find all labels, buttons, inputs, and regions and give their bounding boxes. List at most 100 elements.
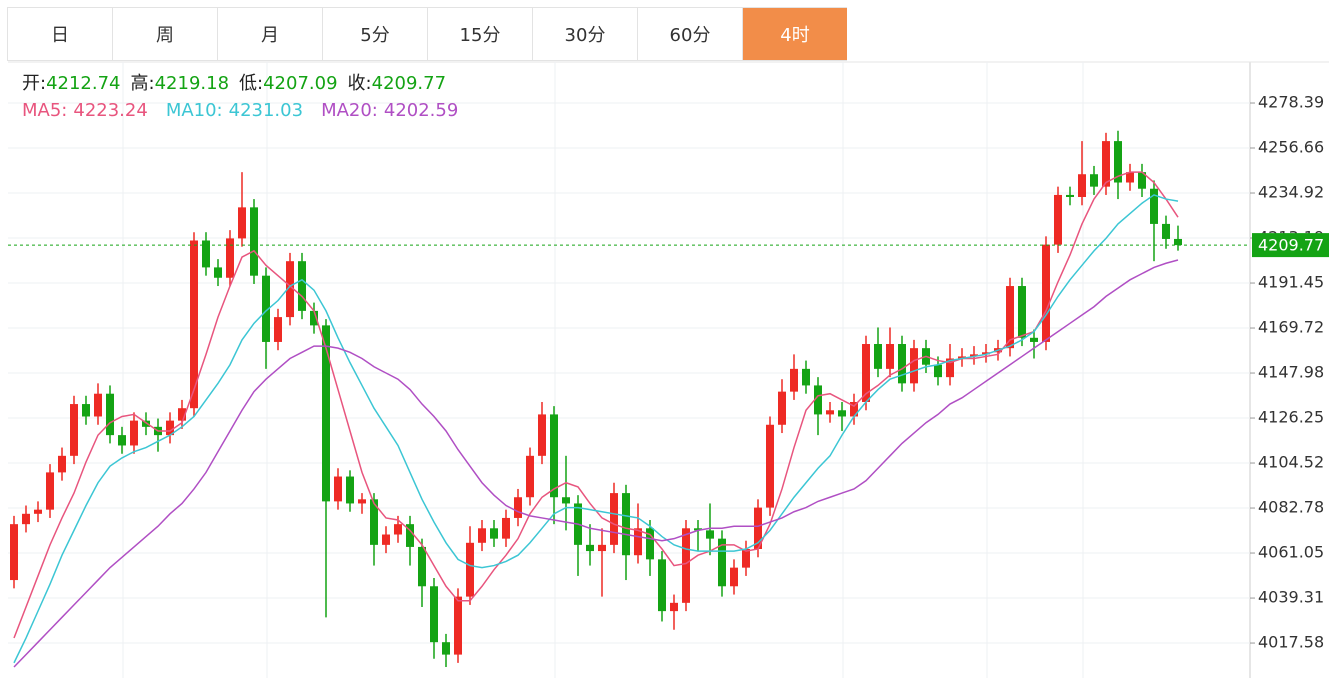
candle-body (1150, 188, 1158, 224)
y-tick-label: 4256.66 (1258, 138, 1324, 157)
candle-body (22, 513, 30, 525)
period-tab[interactable]: 日 (7, 8, 112, 60)
candle-body (406, 524, 414, 547)
candle-body (910, 348, 918, 384)
candle-body (838, 410, 846, 417)
candle-body (190, 240, 198, 409)
period-tab[interactable]: 15分 (427, 8, 532, 60)
candle-body (334, 476, 342, 502)
candle-body (934, 364, 942, 378)
candle-body (250, 207, 258, 276)
candle-body (298, 261, 306, 311)
legend-value: 4231.03 (229, 100, 303, 121)
y-tick-label: 4017.58 (1258, 633, 1324, 652)
info-label: 高: (131, 73, 155, 94)
candle-body (178, 408, 186, 421)
candle-body (850, 401, 858, 417)
y-tick-label: 4104.52 (1258, 453, 1324, 472)
period-tab[interactable]: 5分 (322, 8, 427, 60)
candle-body (646, 528, 654, 560)
period-tabs: 日周月 5分 15分 30分 60分 4时 (7, 7, 847, 61)
candle-body (694, 528, 702, 531)
ma-line (13, 194, 1179, 664)
info-label: 收: (348, 73, 372, 94)
y-tick-label: 4169.72 (1258, 318, 1324, 337)
candle-body (70, 404, 78, 456)
legend-value: 4223.24 (73, 100, 147, 121)
y-tick-label: 4039.31 (1258, 588, 1324, 607)
candle-body (670, 602, 678, 612)
candle-body (538, 414, 546, 456)
candle-body (442, 642, 450, 655)
info-value: 4207.09 (263, 73, 337, 94)
legend-name: MA10: (166, 100, 223, 121)
candle-body (1054, 194, 1062, 245)
period-tab[interactable]: 周 (112, 8, 217, 60)
candle-body (94, 393, 102, 417)
candle-body (502, 517, 510, 539)
candle-body (454, 596, 462, 655)
period-tab[interactable]: 60分 (637, 8, 742, 60)
y-tick-label: 4147.98 (1258, 363, 1324, 382)
candle-body (310, 310, 318, 326)
candle-body (550, 414, 558, 498)
candle-body (1078, 174, 1086, 198)
candle-body (778, 391, 786, 425)
candle-body (958, 356, 966, 359)
candle-body (1042, 244, 1050, 342)
candle-body (1090, 174, 1098, 187)
ohlc-info: 开:4212.74 高:4219.18 低:4207.09 收:4209.77 (22, 73, 446, 94)
candle-body (658, 559, 666, 612)
candle-body (478, 528, 486, 543)
candle-body (898, 344, 906, 384)
candle-body (214, 267, 222, 278)
candle-body (166, 420, 174, 436)
y-tick-label: 4082.78 (1258, 498, 1324, 517)
candle-body (118, 435, 126, 446)
candle-body (814, 385, 822, 415)
period-tab[interactable]: 30分 (532, 8, 637, 60)
candle-body (10, 524, 18, 581)
info-label: 开: (22, 73, 46, 94)
candle-body (286, 261, 294, 318)
candle-body (1138, 172, 1146, 189)
candle-body (430, 586, 438, 643)
candle-body (46, 472, 54, 510)
y-tick-label: 4234.92 (1258, 183, 1324, 202)
candle-body (1174, 238, 1182, 246)
candle-body (970, 354, 978, 357)
info-value: 4209.77 (372, 73, 446, 94)
candle-body (802, 368, 810, 386)
candle-body (1114, 141, 1122, 183)
legend-value: 4202.59 (384, 100, 458, 121)
candle-body (1006, 286, 1014, 349)
candle-body (526, 455, 534, 498)
candle-body (82, 404, 90, 417)
candle-body (202, 240, 210, 268)
candle-body (586, 544, 594, 552)
candle-body (634, 528, 642, 556)
candle-body (418, 546, 426, 587)
candle-body (1162, 223, 1170, 239)
info-value: 4212.74 (46, 73, 120, 94)
candle-body (226, 238, 234, 278)
current-price-badge (1252, 233, 1329, 258)
candle-body (766, 424, 774, 508)
candle-body (742, 549, 750, 568)
candle-body (370, 499, 378, 545)
candle-body (562, 497, 570, 504)
candle-body (946, 358, 954, 378)
y-tick-label: 4191.45 (1258, 273, 1324, 292)
candle-body (490, 528, 498, 539)
candle-body (262, 275, 270, 342)
candle-body (238, 207, 246, 239)
candle-body (862, 344, 870, 402)
candle-body (58, 455, 66, 473)
candle-body (382, 534, 390, 545)
candle-body (466, 542, 474, 597)
period-tab[interactable]: 月 (217, 8, 322, 60)
period-tab[interactable]: 4时 (742, 8, 847, 60)
info-value: 4219.18 (155, 73, 229, 94)
